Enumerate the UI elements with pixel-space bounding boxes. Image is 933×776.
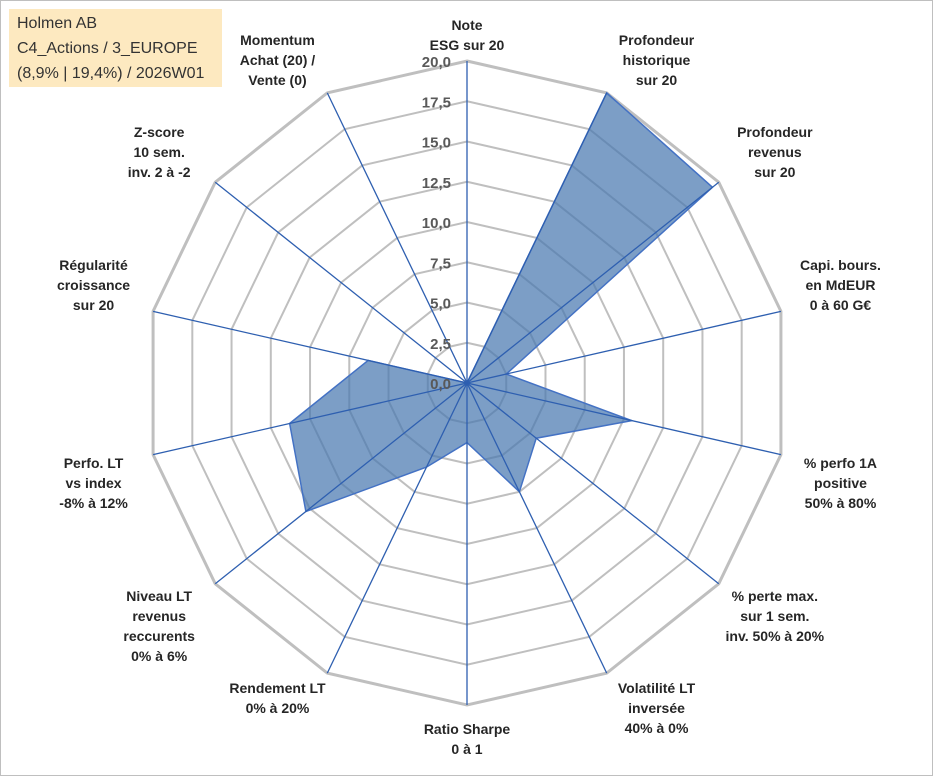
axis-label-12-line-2: inv. 2 à -2 [128, 164, 191, 180]
axis-label-13-line-0: Momentum [240, 32, 315, 48]
axis-label-3-line-2: 0 à 60 G€ [810, 297, 872, 313]
axis-label-2-line-1: revenus [748, 144, 802, 160]
axis-label-10-line-0: Perfo. LT [64, 455, 124, 471]
axis-label-10: Perfo. LT vs index -8% à 12% [59, 455, 128, 511]
axis-label-8: Rendement LT 0% à 20% [229, 680, 326, 716]
axis-label-11: Régularité croissance sur 20 [57, 257, 130, 313]
spoke-layer [152, 61, 782, 705]
spoke-5 [466, 382, 720, 585]
axis-label-11-line-1: croissance [57, 277, 130, 293]
axis-label-12: Z-score 10 sem. inv. 2 à -2 [128, 124, 191, 180]
label-layer: Note ESG sur 20 Profondeur historique sur 20… [57, 17, 881, 757]
axis-label-9-line-2: reccurents [123, 628, 195, 644]
axis-label-2-line-0: Profondeur [737, 124, 813, 140]
tick-label-7: 17,5 [422, 94, 451, 111]
axis-label-6: Volatilité LT inversée 40% à 0% [618, 680, 696, 736]
axis-label-4-line-2: 50% à 80% [805, 495, 877, 511]
tick-label-1: 2,5 [430, 336, 451, 353]
axis-label-4: % perfo 1A positive 50% à 80% [804, 455, 877, 511]
axis-label-5-line-0: % perte max. [732, 588, 818, 604]
axis-label-11-line-0: Régularité [59, 257, 128, 273]
tick-label-8: 20,0 [422, 54, 451, 71]
tick-label-2: 5,0 [430, 296, 451, 313]
axis-label-6-line-0: Volatilité LT [618, 680, 696, 696]
axis-label-7-line-1: 0 à 1 [451, 741, 482, 757]
spoke-1 [466, 92, 608, 384]
axis-label-11-line-2: sur 20 [73, 297, 114, 313]
axis-label-9: Niveau LT revenus reccurents 0% à 6% [123, 588, 195, 664]
tick-label-0: 0,0 [430, 376, 451, 393]
axis-label-9-line-0: Niveau LT [126, 588, 192, 604]
axis-label-10-line-1: vs index [66, 475, 122, 491]
axis-label-3: Capi. bours. en MdEUR 0 à 60 G€ [800, 257, 881, 313]
info-line-company: Holmen AB [17, 15, 98, 32]
axis-label-5-line-2: inv. 50% à 20% [726, 628, 825, 644]
spoke-3 [466, 310, 782, 384]
tick-label-3: 7,5 [430, 255, 451, 272]
axis-label-4-line-1: positive [814, 475, 867, 491]
series-layer [288, 91, 714, 513]
axis-label-7-line-0: Ratio Sharpe [424, 721, 511, 737]
info-line-category: C4_Actions / 3_EUROPE [17, 40, 198, 57]
axis-label-9-line-3: 0% à 6% [131, 648, 188, 664]
axis-label-1-line-2: sur 20 [636, 72, 677, 88]
tick-layer: 0,0 2,5 5,0 7,5 10,0 12,5 15,0 17,5 20,0 [422, 54, 451, 393]
axis-label-6-line-2: 40% à 0% [625, 720, 689, 736]
axis-label-12-line-0: Z-score [134, 124, 185, 140]
axis-label-13-line-1: Achat (20) / [240, 52, 316, 68]
spoke-9 [214, 382, 468, 585]
axis-label-0-line-0: Note [451, 17, 482, 33]
series-area-0 [288, 91, 714, 513]
axis-label-6-line-1: inversée [628, 700, 685, 716]
spoke-6 [466, 382, 608, 674]
axis-label-5: % perte max. sur 1 sem. inv. 50% à 20% [726, 588, 825, 644]
spoke-2 [466, 181, 720, 384]
axis-label-13: Momentum Achat (20) / Vente (0) [240, 32, 316, 88]
axis-label-5-line-1: sur 1 sem. [740, 608, 809, 624]
axis-label-2-line-2: sur 20 [754, 164, 795, 180]
axis-label-3-line-0: Capi. bours. [800, 257, 881, 273]
spoke-12 [214, 181, 468, 384]
axis-label-4-line-0: % perfo 1A [804, 455, 877, 471]
info-line-performance: (8,9% | 19,4%) / 2026W01 [17, 65, 205, 82]
axis-label-0-line-1: ESG sur 20 [430, 37, 505, 53]
spoke-13 [326, 92, 468, 384]
info-box: Holmen AB C4_Actions / 3_EUROPE (8,9% | … [9, 9, 222, 87]
spoke-10 [152, 382, 468, 456]
axis-label-13-line-2: Vente (0) [248, 72, 306, 88]
tick-label-5: 12,5 [422, 175, 451, 192]
tick-label-6: 15,0 [422, 135, 451, 152]
axis-label-8-line-1: 0% à 20% [246, 700, 310, 716]
axis-label-9-line-1: revenus [132, 608, 186, 624]
spoke-8 [326, 382, 468, 674]
axis-label-2: Profondeur revenus sur 20 [737, 124, 813, 180]
axis-label-10-line-2: -8% à 12% [59, 495, 128, 511]
axis-label-12-line-1: 10 sem. [133, 144, 184, 160]
spoke-4 [466, 382, 782, 456]
axis-label-1-line-0: Profondeur [619, 32, 695, 48]
axis-label-0: Note ESG sur 20 [430, 17, 505, 53]
tick-label-4: 10,0 [422, 215, 451, 232]
axis-label-1: Profondeur historique sur 20 [619, 32, 695, 88]
axis-label-8-line-0: Rendement LT [229, 680, 326, 696]
axis-label-1-line-1: historique [623, 52, 691, 68]
axis-label-3-line-1: en MdEUR [805, 277, 875, 293]
axis-label-7: Ratio Sharpe 0 à 1 [424, 721, 511, 757]
spoke-11 [152, 310, 468, 384]
